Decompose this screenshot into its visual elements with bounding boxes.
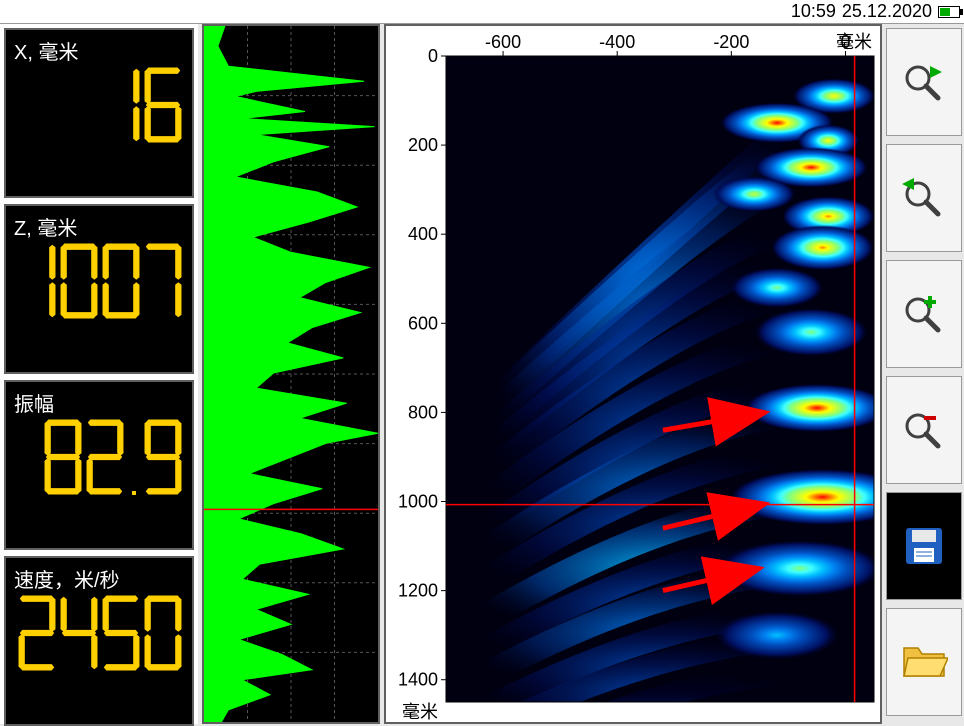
zoom-in-button[interactable] [886, 260, 962, 368]
waveform-panel[interactable] [202, 24, 380, 724]
readout-z: Z, 毫米 [4, 204, 194, 374]
toolbar [884, 24, 964, 724]
zoom-left-icon [900, 176, 948, 220]
battery-icon [938, 6, 960, 18]
svg-text:毫米: 毫米 [836, 32, 872, 52]
svg-text:1200: 1200 [398, 581, 438, 601]
readout-vel-label: 速度，米/秒 [6, 558, 192, 593]
zoom-plus-icon [900, 292, 948, 336]
readout-x: X, 毫米 [4, 28, 194, 198]
svg-text:-400: -400 [599, 32, 635, 52]
readout-x-value [6, 65, 192, 147]
readout-amplitude: 振幅 [4, 380, 194, 550]
svg-text:600: 600 [408, 313, 438, 333]
readout-x-label: X, 毫米 [6, 30, 192, 65]
status-time: 10:59 [791, 1, 836, 22]
svg-text:800: 800 [408, 402, 438, 422]
open-button[interactable] [886, 608, 962, 716]
save-button[interactable] [886, 492, 962, 600]
svg-text:1400: 1400 [398, 670, 438, 690]
svg-text:0: 0 [428, 46, 438, 66]
bscan-panel[interactable]: -600-400-2000毫米0200400600800100012001400… [384, 24, 882, 724]
zoom-fit-right-button[interactable] [886, 28, 962, 136]
readout-amp-value [6, 417, 192, 499]
svg-text:-600: -600 [485, 32, 521, 52]
zoom-minus-icon [900, 408, 948, 452]
svg-text:1000: 1000 [398, 492, 438, 512]
svg-text:-200: -200 [713, 32, 749, 52]
svg-text:200: 200 [408, 135, 438, 155]
readout-vel-value [6, 593, 192, 675]
readout-panel: X, 毫米 Z, 毫米 振幅 速度，米/秒 [0, 24, 198, 724]
folder-icon [900, 642, 948, 682]
readout-z-label: Z, 毫米 [6, 206, 192, 241]
svg-text:毫米: 毫米 [402, 702, 438, 722]
zoom-fit-left-button[interactable] [886, 144, 962, 252]
svg-text:400: 400 [408, 224, 438, 244]
status-date: 25.12.2020 [842, 1, 932, 22]
readout-z-value [6, 241, 192, 323]
zoom-right-icon [900, 60, 948, 104]
readout-velocity: 速度，米/秒 [4, 556, 194, 726]
readout-amp-label: 振幅 [6, 382, 192, 417]
diskette-icon [902, 524, 946, 568]
zoom-out-button[interactable] [886, 376, 962, 484]
status-bar: 10:59 25.12.2020 [0, 0, 964, 24]
